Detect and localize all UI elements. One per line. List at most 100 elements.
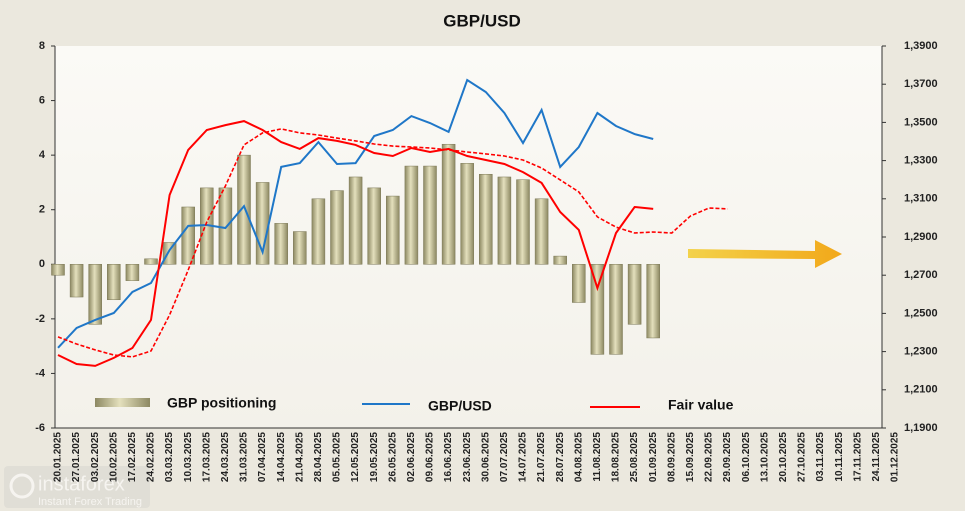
y-tick-label: 8 — [39, 40, 45, 52]
x-tick-label: 17.03.2025 — [201, 432, 212, 482]
watermark: instaforex Instant Forex Trading — [4, 466, 150, 508]
bar — [107, 264, 121, 301]
watermark-brand: instaforex — [38, 473, 125, 495]
y2-tick-label: 1,3500 — [904, 116, 938, 128]
x-tick-label: 18.08.2025 — [611, 432, 622, 482]
x-tick-label: 24.02.2025 — [146, 432, 157, 482]
bar — [348, 176, 363, 265]
x-tick-label: 09.06.2025 — [425, 432, 436, 482]
legend-swatch — [95, 398, 150, 407]
bar — [609, 264, 623, 355]
bar — [572, 264, 586, 303]
x-tick-label: 17.11.2025 — [852, 432, 863, 482]
bar — [553, 255, 567, 265]
y2-tick-label: 1,3300 — [904, 155, 938, 167]
watermark-box — [4, 466, 150, 508]
y-tick-label: 6 — [39, 94, 45, 106]
x-tick-label: 05.05.2025 — [332, 432, 343, 482]
bar — [516, 179, 530, 265]
watermark-tagline: Instant Forex Trading — [38, 496, 142, 508]
bar — [460, 163, 474, 265]
y2-tick-label: 1,2300 — [904, 346, 938, 358]
y-tick-label: 4 — [39, 149, 46, 161]
legend-label: Fair value — [668, 397, 734, 413]
x-tick-label: 11.08.2025 — [592, 432, 603, 482]
y2-tick-label: 1,1900 — [904, 422, 938, 434]
legend-label: GBP/USD — [428, 398, 492, 414]
bar — [330, 190, 344, 265]
x-tick-label: 31.03.2025 — [239, 432, 250, 482]
bar — [274, 223, 288, 265]
x-tick-label: 07.07.2025 — [499, 432, 510, 482]
x-tick-label: 22.09.2025 — [704, 432, 715, 482]
bar — [237, 154, 251, 265]
legend: GBP positioning GBP/USD Fair value — [95, 395, 734, 414]
x-tick-label: 16.06.2025 — [443, 432, 454, 482]
x-tick-label: 14.04.2025 — [276, 432, 287, 482]
y-tick-label: -2 — [35, 313, 45, 325]
x-tick-label: 13.10.2025 — [759, 432, 770, 482]
x-tick-label: 04.08.2025 — [573, 432, 584, 482]
x-tick-label: 23.06.2025 — [462, 432, 473, 482]
bar — [479, 173, 493, 265]
y-tick-label: 0 — [39, 258, 45, 270]
x-tick-label: 19.05.2025 — [369, 432, 380, 482]
y-tick-label: -4 — [35, 367, 46, 379]
x-tick-label: 12.05.2025 — [350, 432, 361, 482]
x-tick-label: 06.10.2025 — [741, 432, 752, 482]
bar — [497, 176, 512, 265]
x-tick-label: 03.02.2025 — [90, 432, 101, 482]
x-tick-label: 28.04.2025 — [313, 432, 324, 482]
x-tick-label: 10.02.2025 — [108, 432, 119, 482]
y2-tick-label: 1,2500 — [904, 307, 938, 319]
x-tick-label: 03.03.2025 — [164, 432, 175, 482]
x-tick-label: 14.07.2025 — [518, 432, 529, 482]
bar — [181, 206, 195, 265]
bar — [646, 264, 660, 339]
bar — [293, 231, 307, 265]
x-tick-label: 30.06.2025 — [480, 432, 491, 482]
bar — [534, 198, 549, 265]
trend-arrow — [688, 240, 842, 268]
bar — [51, 264, 65, 276]
x-tick-label: 27.01.2025 — [71, 432, 82, 482]
bar — [627, 264, 642, 325]
x-tick-label: 07.04.2025 — [257, 432, 268, 482]
x-tick-label: 21.07.2025 — [536, 432, 547, 482]
x-tick-label: 29.09.2025 — [722, 432, 733, 482]
y2-tick-label: 1,3700 — [904, 78, 938, 90]
x-tick-label: 25.08.2025 — [629, 432, 640, 482]
line — [57, 120, 654, 367]
x-tick-label: 21.04.2025 — [294, 432, 305, 482]
bar — [441, 143, 456, 265]
bar — [590, 264, 605, 355]
dashed-line — [57, 128, 728, 358]
bar — [88, 264, 102, 325]
x-tick-label: 24.03.2025 — [220, 432, 231, 482]
bar — [218, 187, 233, 265]
x-tick-label: 10.03.2025 — [183, 432, 194, 482]
x-tick-label: 08.09.2025 — [666, 432, 677, 482]
y2-tick-label: 1,3900 — [904, 40, 938, 52]
legend-label: GBP positioning — [167, 395, 276, 411]
bar — [404, 165, 419, 265]
x-tick-label: 28.07.2025 — [555, 432, 566, 482]
y2-tick-label: 1,3100 — [904, 193, 938, 205]
y-tick-label: 2 — [39, 204, 45, 216]
x-tick-label: 20.10.2025 — [778, 432, 789, 482]
watermark-logo — [9, 473, 35, 499]
y2-tick-label: 1,2700 — [904, 269, 938, 281]
x-tick-label: 01.12.2025 — [890, 432, 901, 482]
x-tick-label: 24.11.2025 — [871, 432, 882, 482]
bar — [311, 198, 326, 265]
bar — [69, 264, 84, 298]
x-tick-label: 03.11.2025 — [815, 432, 826, 482]
bar — [386, 195, 400, 265]
y2-tick-label: 1,2100 — [904, 384, 938, 396]
bar — [144, 258, 158, 265]
x-tick-label: 26.05.2025 — [387, 432, 398, 482]
x-tick-label: 17.02.2025 — [127, 432, 138, 482]
x-tick-label: 15.09.2025 — [685, 432, 696, 482]
x-tick-label: 20.01.2025 — [53, 432, 64, 482]
